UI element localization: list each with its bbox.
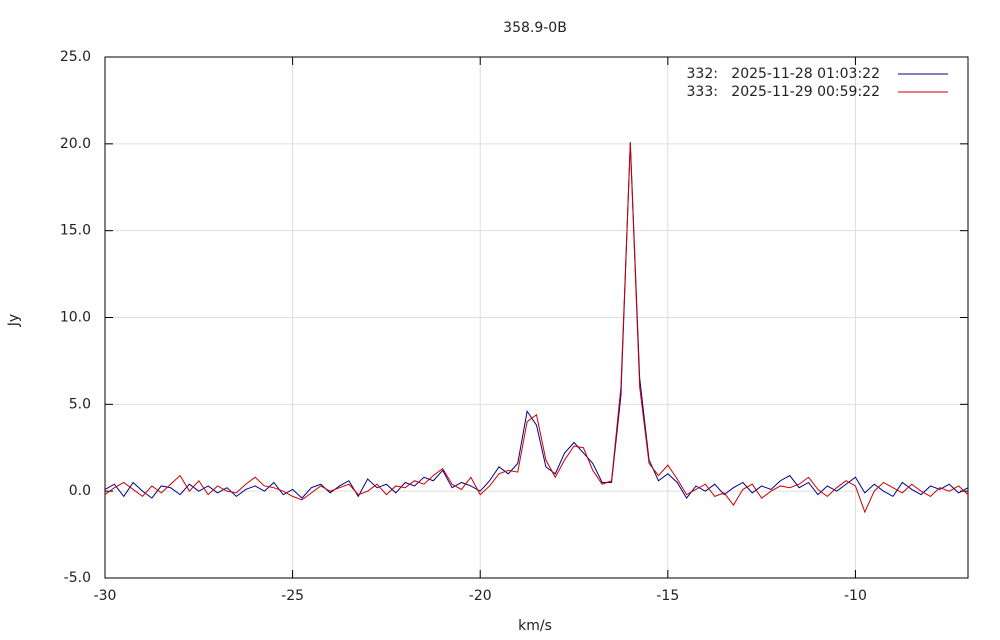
x-tick-label: -30	[94, 588, 117, 604]
x-tick-label: -15	[656, 588, 679, 604]
y-tick-label: 10.0	[60, 310, 91, 326]
y-tick-label: 15.0	[60, 223, 91, 239]
y-tick-label: -5.0	[64, 570, 91, 586]
x-tick-label: -10	[844, 588, 867, 604]
x-axis-label: km/s	[518, 618, 552, 634]
y-tick-label: 5.0	[69, 396, 91, 412]
legend-label: 332: 2025-11-28 01:03:22	[687, 66, 880, 82]
y-tick-label: 0.0	[69, 483, 91, 499]
y-tick-label: 25.0	[60, 49, 91, 65]
series-line	[104, 142, 969, 499]
legend-label: 333: 2025-11-29 00:59:22	[687, 84, 880, 100]
plot-frame	[104, 56, 969, 579]
x-tick-label: -20	[469, 588, 492, 604]
y-axis-label: Jy	[6, 314, 22, 327]
series-line	[104, 143, 969, 514]
chart-title: 358.9-0B	[503, 20, 567, 36]
y-tick-label: 20.0	[60, 136, 91, 152]
x-tick-label: -25	[281, 588, 304, 604]
